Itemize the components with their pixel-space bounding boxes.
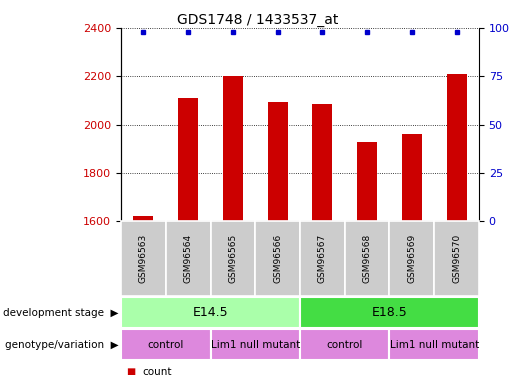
Text: GSM96569: GSM96569 <box>407 234 416 284</box>
Text: GSM96563: GSM96563 <box>139 234 148 284</box>
FancyBboxPatch shape <box>300 297 479 328</box>
FancyBboxPatch shape <box>345 221 389 296</box>
FancyBboxPatch shape <box>300 329 389 360</box>
Text: count: count <box>143 367 172 375</box>
Bar <box>178 98 198 221</box>
FancyBboxPatch shape <box>121 329 211 360</box>
FancyBboxPatch shape <box>389 221 434 296</box>
Text: control: control <box>148 340 184 350</box>
Bar <box>133 216 153 221</box>
Text: GSM96566: GSM96566 <box>273 234 282 284</box>
FancyBboxPatch shape <box>300 221 345 296</box>
FancyBboxPatch shape <box>211 329 300 360</box>
FancyBboxPatch shape <box>121 221 166 296</box>
FancyBboxPatch shape <box>255 221 300 296</box>
Bar <box>402 134 422 221</box>
FancyBboxPatch shape <box>121 297 300 328</box>
Text: GDS1748 / 1433537_at: GDS1748 / 1433537_at <box>177 13 338 27</box>
Text: E14.5: E14.5 <box>193 306 228 319</box>
Text: Lim1 null mutant: Lim1 null mutant <box>389 340 479 350</box>
Text: E18.5: E18.5 <box>372 306 407 319</box>
FancyBboxPatch shape <box>434 221 479 296</box>
Text: control: control <box>327 340 363 350</box>
Text: development stage  ▶: development stage ▶ <box>3 308 118 318</box>
Bar <box>357 142 377 221</box>
FancyBboxPatch shape <box>389 329 479 360</box>
Bar <box>223 76 243 221</box>
Text: GSM96568: GSM96568 <box>363 234 372 284</box>
FancyBboxPatch shape <box>211 221 255 296</box>
Text: genotype/variation  ▶: genotype/variation ▶ <box>5 340 118 350</box>
Text: GSM96570: GSM96570 <box>452 234 461 284</box>
Bar <box>447 74 467 221</box>
Text: Lim1 null mutant: Lim1 null mutant <box>211 340 300 350</box>
Bar <box>268 102 288 221</box>
Text: GSM96567: GSM96567 <box>318 234 327 284</box>
FancyBboxPatch shape <box>166 221 211 296</box>
Text: GSM96565: GSM96565 <box>228 234 237 284</box>
Text: GSM96564: GSM96564 <box>184 234 193 284</box>
Bar <box>312 104 332 221</box>
Text: ■: ■ <box>126 367 135 375</box>
